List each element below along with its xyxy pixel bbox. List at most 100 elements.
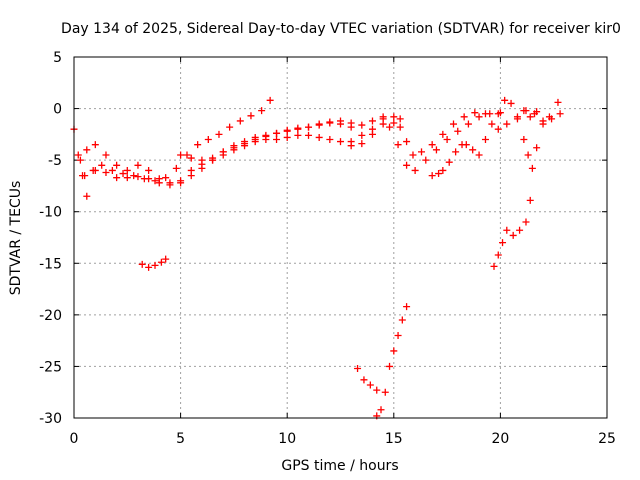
data-point (347, 138, 355, 146)
data-point (379, 120, 387, 128)
data-point (258, 107, 266, 115)
y-tick-label: -25 (39, 359, 62, 375)
data-point (454, 127, 462, 135)
data-point (418, 148, 426, 156)
data-point (83, 146, 91, 154)
data-point (522, 218, 530, 226)
data-point (486, 110, 494, 118)
data-point (315, 133, 323, 141)
data-point (398, 316, 406, 324)
data-point (394, 141, 402, 149)
data-point (390, 119, 398, 127)
data-point (373, 386, 381, 394)
data-point (283, 126, 291, 134)
data-point (494, 251, 502, 259)
x-tick-label: 0 (70, 431, 79, 447)
data-point (236, 117, 244, 125)
data-point (554, 98, 562, 106)
data-point (162, 255, 170, 263)
y-tick-label: 0 (53, 102, 62, 118)
data-point (123, 174, 131, 182)
y-tick-label: -15 (39, 256, 62, 272)
data-point (499, 239, 507, 247)
data-point (262, 132, 270, 140)
data-point (266, 96, 274, 104)
data-point (460, 113, 468, 121)
data-point (119, 170, 127, 178)
data-point (215, 130, 223, 138)
data-point (439, 130, 447, 138)
data-point (177, 179, 185, 187)
data-point (358, 131, 366, 139)
data-point (501, 96, 509, 104)
data-point (503, 226, 511, 234)
data-point (273, 129, 281, 137)
data-point (294, 124, 302, 132)
data-point (74, 151, 82, 159)
data-point (403, 138, 411, 146)
axis-ticks: 0 5 10 15 20 25 5 0 -5 -10 -15 -20 -25 -30 (39, 50, 616, 447)
data-point (368, 117, 376, 125)
series-segment-15 (138, 255, 170, 271)
data-point (520, 136, 528, 144)
y-tick-label: -5 (48, 153, 62, 169)
data-point (509, 231, 517, 239)
data-point (481, 136, 489, 144)
y-axis-label: SDTVAR / TECUs (8, 181, 24, 296)
data-point (305, 131, 313, 139)
data-point (366, 381, 374, 389)
series-segment-12 (490, 196, 534, 270)
data-point (452, 148, 460, 156)
x-tick-label: 15 (385, 431, 403, 447)
data-point (516, 226, 524, 234)
y-tick-label: -30 (39, 411, 62, 427)
data-point (403, 161, 411, 169)
series-track-f (386, 109, 504, 174)
series-track-g (428, 141, 466, 180)
x-tick-label: 25 (598, 431, 616, 447)
data-point (145, 263, 153, 271)
data-point (443, 136, 451, 144)
data-point (187, 154, 195, 162)
data-point (172, 164, 180, 172)
data-point (273, 136, 281, 144)
data-point (113, 174, 121, 182)
data-point (113, 161, 121, 169)
data-point (204, 136, 212, 144)
data-point (198, 156, 206, 164)
data-point (91, 141, 99, 149)
series-segment-27 (354, 364, 381, 394)
data-point (162, 174, 170, 182)
series-track-d (177, 113, 404, 164)
data-point (151, 177, 159, 185)
data-point (403, 303, 411, 311)
data-point (102, 151, 110, 159)
x-tick-label: 20 (491, 431, 509, 447)
data-point (390, 113, 398, 121)
data-point (556, 110, 564, 118)
data-point (449, 120, 457, 128)
data-point (539, 120, 547, 128)
plot-frame (73, 56, 608, 419)
data-point (247, 112, 255, 120)
data-point (98, 161, 106, 169)
data-point (513, 115, 521, 123)
data-point (251, 136, 259, 144)
data-point (394, 331, 402, 339)
data-point (439, 166, 447, 174)
data-point (507, 99, 515, 107)
data-point (475, 113, 483, 121)
data-point (358, 121, 366, 129)
data-point (396, 123, 404, 131)
data-point (396, 115, 404, 123)
data-point (305, 123, 313, 131)
data-point (130, 172, 138, 180)
chart-title: Day 134 of 2025, Sidereal Day-to-day VTE… (61, 21, 621, 37)
data-point (522, 107, 530, 115)
data-point (315, 121, 323, 129)
data-point (102, 169, 110, 177)
data-point (377, 406, 385, 414)
data-point (347, 123, 355, 131)
data-point (145, 175, 153, 183)
